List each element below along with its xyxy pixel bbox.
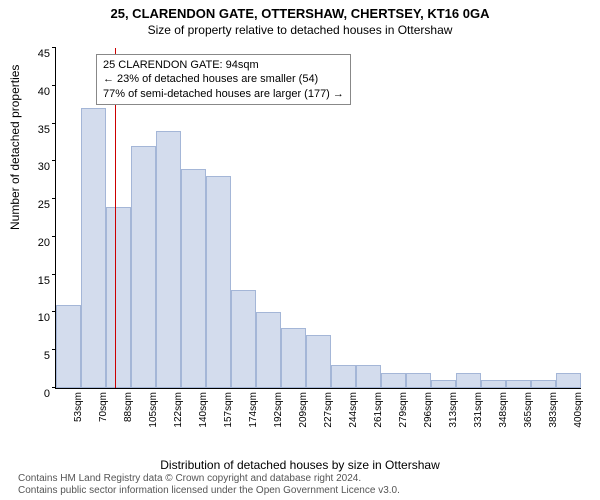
bar [306, 335, 331, 388]
y-tick-mark [52, 236, 56, 237]
bar [231, 290, 256, 388]
bar [456, 373, 481, 388]
x-tick: 383sqm [548, 392, 559, 428]
bar [81, 108, 106, 388]
y-tick: 20 [38, 237, 50, 249]
x-tick: 261sqm [373, 392, 384, 428]
y-axis-label: Number of detached properties [8, 65, 22, 230]
sub-title: Size of property relative to detached ho… [0, 23, 600, 37]
x-tick: 209sqm [298, 392, 309, 428]
bar [406, 373, 431, 388]
y-tick-mark [52, 85, 56, 86]
x-tick: 365sqm [523, 392, 534, 428]
y-tick: 30 [38, 161, 50, 173]
y-tick: 0 [44, 388, 50, 400]
x-tick: 313sqm [448, 392, 459, 428]
x-tick: 53sqm [73, 392, 84, 422]
y-tick-mark [52, 274, 56, 275]
bar [281, 328, 306, 388]
y-tick: 15 [38, 275, 50, 287]
bar [206, 176, 231, 388]
x-tick: 174sqm [248, 392, 259, 428]
annot-line2: ← 23% of detached houses are smaller (54… [103, 72, 344, 86]
bar [331, 365, 356, 388]
bar [431, 380, 456, 388]
footer-line1: Contains HM Land Registry data © Crown c… [18, 473, 400, 485]
annot-line1: 25 CLARENDON GATE: 94sqm [103, 58, 344, 72]
chart-container: 25, CLARENDON GATE, OTTERSHAW, CHERTSEY,… [0, 0, 600, 500]
bar [181, 169, 206, 388]
x-tick: 348sqm [498, 392, 509, 428]
bar [506, 380, 531, 388]
bar [56, 305, 81, 388]
y-tick: 45 [38, 48, 50, 60]
bar [381, 373, 406, 388]
y-tick: 25 [38, 199, 50, 211]
bar [531, 380, 556, 388]
x-tick: 122sqm [173, 392, 184, 428]
x-tick: 279sqm [398, 392, 409, 428]
x-tick: 157sqm [223, 392, 234, 428]
x-tick: 331sqm [473, 392, 484, 428]
x-tick: 244sqm [348, 392, 359, 428]
y-tick: 5 [44, 350, 50, 362]
plot-region: 25 CLARENDON GATE: 94sqm ← 23% of detach… [55, 48, 581, 389]
x-tick: 70sqm [98, 392, 109, 422]
y-tick-mark [52, 47, 56, 48]
title-area: 25, CLARENDON GATE, OTTERSHAW, CHERTSEY,… [0, 0, 600, 37]
chart-area: 25 CLARENDON GATE: 94sqm ← 23% of detach… [55, 48, 580, 418]
bar [106, 207, 131, 388]
bar [256, 312, 281, 388]
bar [131, 146, 156, 388]
bar [481, 380, 506, 388]
x-tick: 227sqm [323, 392, 334, 428]
x-tick: 105sqm [148, 392, 159, 428]
y-tick: 35 [38, 124, 50, 136]
x-axis-label: Distribution of detached houses by size … [0, 458, 600, 472]
footer-line2: Contains public sector information licen… [18, 485, 400, 497]
main-title: 25, CLARENDON GATE, OTTERSHAW, CHERTSEY,… [0, 6, 600, 21]
annot-line3: 77% of semi-detached houses are larger (… [103, 87, 344, 101]
y-tick: 10 [38, 312, 50, 324]
y-tick-mark [52, 123, 56, 124]
x-tick: 140sqm [198, 392, 209, 428]
bar [556, 373, 581, 388]
x-tick: 400sqm [573, 392, 584, 428]
annotation-box: 25 CLARENDON GATE: 94sqm ← 23% of detach… [96, 54, 351, 105]
y-tick: 40 [38, 86, 50, 98]
x-tick: 88sqm [123, 392, 134, 422]
bar [156, 131, 181, 388]
y-tick-mark [52, 198, 56, 199]
bar [356, 365, 381, 388]
footer: Contains HM Land Registry data © Crown c… [18, 473, 400, 497]
x-tick: 296sqm [423, 392, 434, 428]
x-tick: 192sqm [273, 392, 284, 428]
y-tick-mark [52, 160, 56, 161]
